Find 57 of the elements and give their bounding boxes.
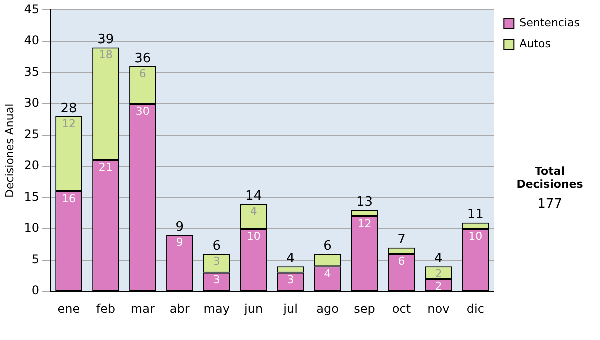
x-tick-label: nov [428, 302, 450, 316]
y-tick-label: 0 [32, 284, 40, 298]
y-tick-label: 10 [24, 221, 40, 236]
total-label: 13 [356, 195, 374, 210]
data-label: 12 [358, 217, 372, 230]
total-label: 36 [134, 51, 152, 66]
total-label: 9 [176, 220, 184, 236]
legend-label: Sentencias [520, 16, 580, 30]
data-label: 16 [62, 192, 76, 206]
data-label: 10 [468, 230, 483, 243]
data-label: 21 [98, 161, 113, 174]
x-tick-label: jul [282, 302, 298, 316]
x-tick-label: ago [316, 302, 339, 316]
x-tick-label: oct [392, 302, 412, 316]
data-label: 12 [62, 117, 76, 130]
data-label: 10 [246, 230, 261, 243]
x-tick-label: dic [466, 302, 484, 316]
data-label: 6 [139, 67, 146, 80]
data-label: 9 [176, 236, 184, 250]
x-tick-label: feb [96, 302, 116, 316]
y-tick-label: 30 [24, 96, 40, 110]
total-label: 4 [434, 251, 443, 266]
data-label: 3 [287, 274, 294, 287]
total-label: 11 [467, 208, 484, 223]
legend-label: Autos [520, 37, 552, 50]
total-label: 6 [212, 238, 221, 254]
text: Total Decisiones [516, 165, 584, 191]
y-axis-title: Decisiones Anual [3, 104, 16, 198]
y-tick-label: 25 [24, 127, 40, 142]
y-tick-label: 20 [24, 158, 40, 173]
x-tick-label: sep [354, 302, 376, 316]
data-label: 3 [213, 254, 220, 268]
x-tick-label: jun [244, 302, 264, 316]
total-label: 4 [286, 251, 295, 266]
data-label: 4 [250, 204, 258, 218]
data-label: 2 [435, 280, 442, 293]
total-label: 28 [60, 101, 78, 116]
total-label: 6 [324, 238, 332, 254]
data-label: 30 [136, 104, 150, 118]
x-tick-label: may [204, 302, 230, 316]
y-tick-label: 5 [32, 252, 40, 266]
data-label: 18 [98, 48, 113, 62]
x-tick-label: abr [170, 302, 190, 316]
data-label: 3 [213, 274, 220, 287]
data-label: 4 [324, 267, 332, 280]
x-tick-label: mar [130, 302, 155, 316]
total-label: 14 [246, 188, 262, 204]
y-tick-label: 35 [24, 64, 40, 79]
y-tick-label: 15 [24, 190, 40, 204]
text: 177 [536, 197, 564, 212]
data-label: 2 [435, 267, 442, 280]
total-label: 39 [98, 32, 114, 48]
y-tick-label: 40 [24, 34, 40, 48]
y-tick-label: 45 [24, 2, 40, 16]
data-label: 6 [398, 254, 406, 268]
x-tick-label: ene [58, 302, 80, 316]
total-label: 7 [398, 232, 406, 248]
